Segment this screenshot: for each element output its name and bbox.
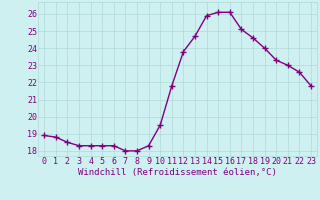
X-axis label: Windchill (Refroidissement éolien,°C): Windchill (Refroidissement éolien,°C) xyxy=(78,168,277,177)
